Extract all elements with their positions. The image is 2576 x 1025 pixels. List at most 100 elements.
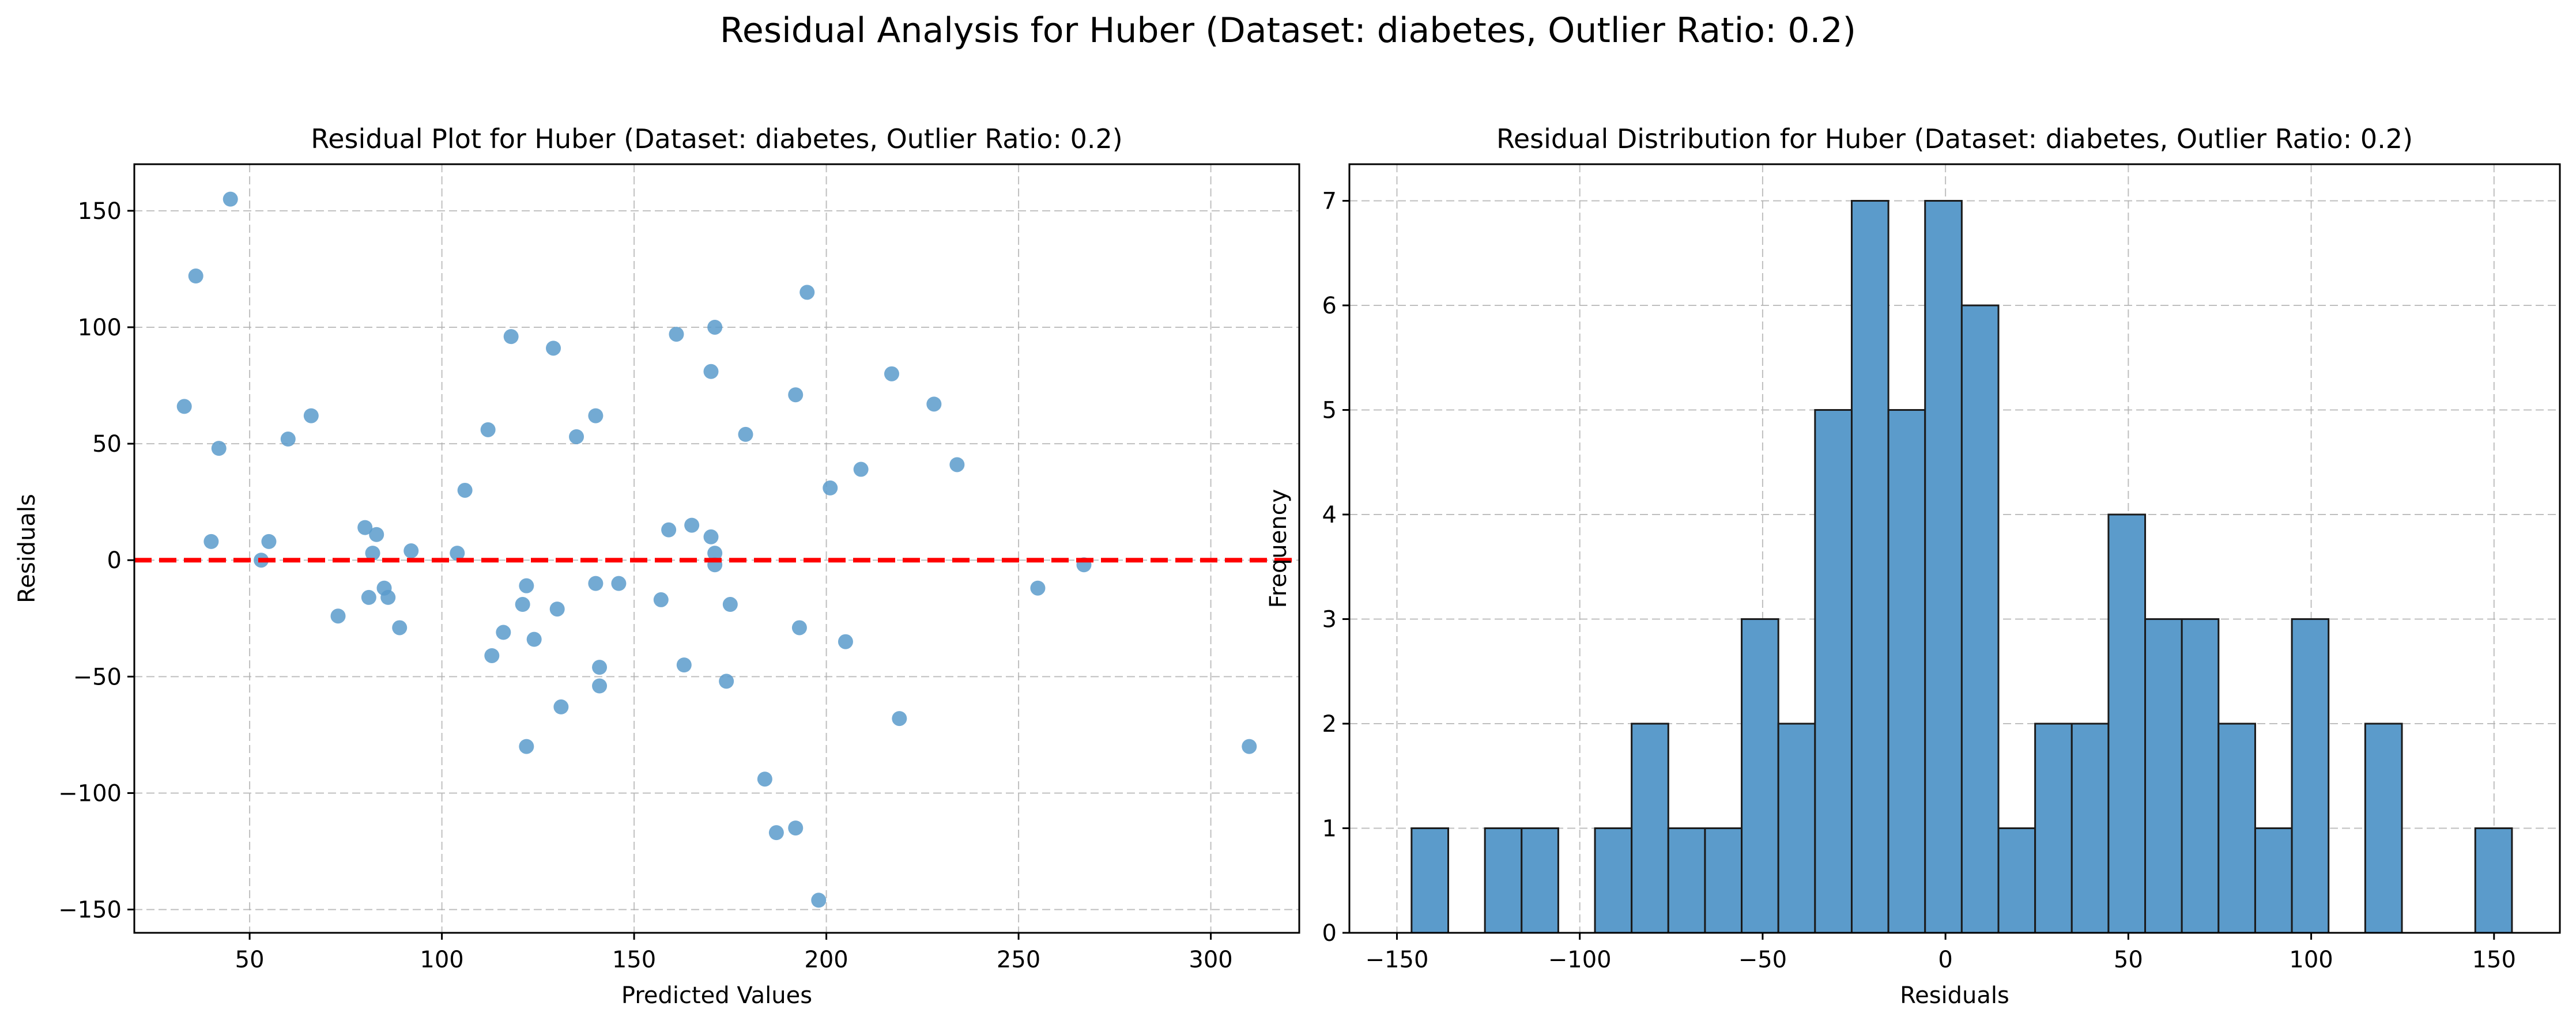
scatter-point bbox=[738, 426, 753, 442]
scatter-point bbox=[838, 634, 853, 649]
residual-plot-panel: 50 100 150 200 250 300 −150 −100 −50 0 50 100 150 Re… bbox=[14, 123, 1300, 1009]
scatter-point bbox=[653, 592, 669, 607]
histogram-bar bbox=[1997, 827, 2036, 934]
x-tick-label: 0 bbox=[1938, 947, 1952, 973]
scatter-point bbox=[369, 527, 384, 542]
scatter-point bbox=[768, 825, 784, 841]
histogram-bar bbox=[2217, 723, 2256, 934]
scatter-point bbox=[588, 408, 604, 423]
scatter-point bbox=[811, 892, 827, 908]
residual-histogram-panel: −150 −100 −50 0 50 100 150 0 1 2 3 4 5 6 7 Residual Di… bbox=[1265, 123, 2561, 1009]
scatter-point bbox=[261, 534, 277, 549]
histogram-bar bbox=[1850, 200, 1889, 934]
y-tick-label: 100 bbox=[78, 315, 122, 341]
x-tick-label: 150 bbox=[612, 947, 656, 973]
histogram-grid bbox=[1349, 164, 2560, 933]
x-tick-label: −50 bbox=[1738, 947, 1787, 973]
histogram-title: Residual Distribution for Huber (Dataset… bbox=[1496, 123, 2413, 154]
scatter-point bbox=[480, 422, 496, 437]
histogram-frame bbox=[1348, 163, 2561, 934]
x-tick-label: 100 bbox=[2289, 947, 2333, 973]
scatter-point bbox=[1030, 580, 1046, 596]
scatter-point bbox=[365, 546, 380, 561]
y-tick-label: 7 bbox=[1322, 188, 1337, 215]
histogram-bar bbox=[2034, 723, 2073, 934]
scatter-point bbox=[676, 657, 692, 673]
histogram-bar bbox=[1924, 200, 1963, 934]
y-tick-label: 4 bbox=[1322, 502, 1337, 528]
scatter-point bbox=[788, 820, 804, 836]
scatter-point bbox=[884, 366, 899, 381]
scatter-point bbox=[553, 699, 569, 714]
histogram-bar bbox=[2364, 723, 2403, 934]
y-tick-label: −100 bbox=[58, 780, 122, 807]
histogram-bar bbox=[1887, 409, 1926, 934]
scatter-point bbox=[549, 602, 565, 617]
histogram-bar bbox=[1594, 827, 1633, 934]
scatter-point bbox=[450, 546, 465, 561]
scatter-point bbox=[588, 576, 604, 591]
scatter-point bbox=[799, 285, 815, 300]
x-tick-label: −100 bbox=[1548, 947, 1612, 973]
residual-plot-y-label: Residuals bbox=[14, 494, 40, 603]
scatter-point bbox=[357, 520, 373, 535]
scatter-point bbox=[788, 387, 804, 403]
x-tick-label: 50 bbox=[235, 947, 265, 973]
figure-title: Residual Analysis for Huber (Dataset: di… bbox=[719, 10, 1857, 51]
histogram-y-label: Frequency bbox=[1265, 489, 1292, 608]
histogram-bar bbox=[2291, 618, 2330, 934]
histogram-ticks: −150 −100 −50 0 50 100 150 0 1 2 3 4 5 6 7 bbox=[1322, 188, 2516, 973]
x-tick-label: 100 bbox=[420, 947, 463, 973]
histogram-bar bbox=[2144, 618, 2183, 934]
x-tick-label: 200 bbox=[804, 947, 848, 973]
scatter-point bbox=[526, 631, 542, 647]
histogram-bars bbox=[1410, 200, 2513, 934]
y-tick-label: 0 bbox=[107, 547, 122, 574]
scatter-point bbox=[703, 529, 719, 544]
y-tick-label: 6 bbox=[1322, 293, 1337, 319]
y-tick-label: 1 bbox=[1322, 816, 1337, 842]
scatter-point bbox=[661, 522, 677, 538]
histogram-bar bbox=[1631, 723, 1669, 934]
histogram-bar bbox=[2070, 723, 2110, 934]
scatter-point bbox=[280, 432, 296, 447]
residual-plot-ticks: 50 100 150 200 250 300 −150 −100 −50 0 50 100 150 bbox=[58, 198, 1233, 973]
histogram-bar bbox=[2181, 618, 2220, 934]
residual-plot-points bbox=[134, 191, 1299, 908]
y-tick-label: 50 bbox=[92, 431, 122, 457]
scatter-point bbox=[669, 327, 684, 342]
histogram-bar bbox=[1960, 304, 2000, 934]
scatter-point bbox=[684, 517, 700, 533]
histogram-bar bbox=[1777, 723, 1816, 934]
scatter-point bbox=[203, 534, 219, 549]
histogram-bar bbox=[2107, 513, 2147, 934]
histogram-bar bbox=[2474, 827, 2513, 934]
scatter-point bbox=[703, 364, 719, 379]
histogram-bar bbox=[1741, 618, 1779, 934]
histogram-bar bbox=[2254, 827, 2293, 934]
scatter-point bbox=[791, 620, 807, 636]
scatter-point bbox=[484, 648, 500, 663]
y-tick-label: −150 bbox=[58, 897, 122, 924]
scatter-point bbox=[330, 608, 346, 624]
scatter-point bbox=[176, 399, 192, 414]
scatter-point bbox=[719, 674, 734, 689]
histogram-bar bbox=[1704, 827, 1743, 934]
x-tick-label: −150 bbox=[1366, 947, 1429, 973]
scatter-point bbox=[757, 771, 772, 787]
y-tick-label: 0 bbox=[1322, 920, 1337, 947]
scatter-point bbox=[823, 480, 838, 496]
scatter-point bbox=[303, 408, 319, 423]
scatter-point bbox=[222, 191, 238, 207]
scatter-point bbox=[592, 678, 608, 694]
histogram-x-label: Residuals bbox=[1900, 982, 2009, 1009]
histogram-bar bbox=[1814, 409, 1853, 934]
scatter-point bbox=[707, 319, 723, 335]
scatter-point bbox=[503, 329, 519, 345]
y-tick-label: 5 bbox=[1322, 398, 1337, 424]
x-tick-label: 300 bbox=[1189, 947, 1232, 973]
histogram-bar bbox=[1667, 827, 1706, 934]
scatter-point bbox=[519, 739, 534, 754]
histogram-bar bbox=[1410, 827, 1449, 934]
